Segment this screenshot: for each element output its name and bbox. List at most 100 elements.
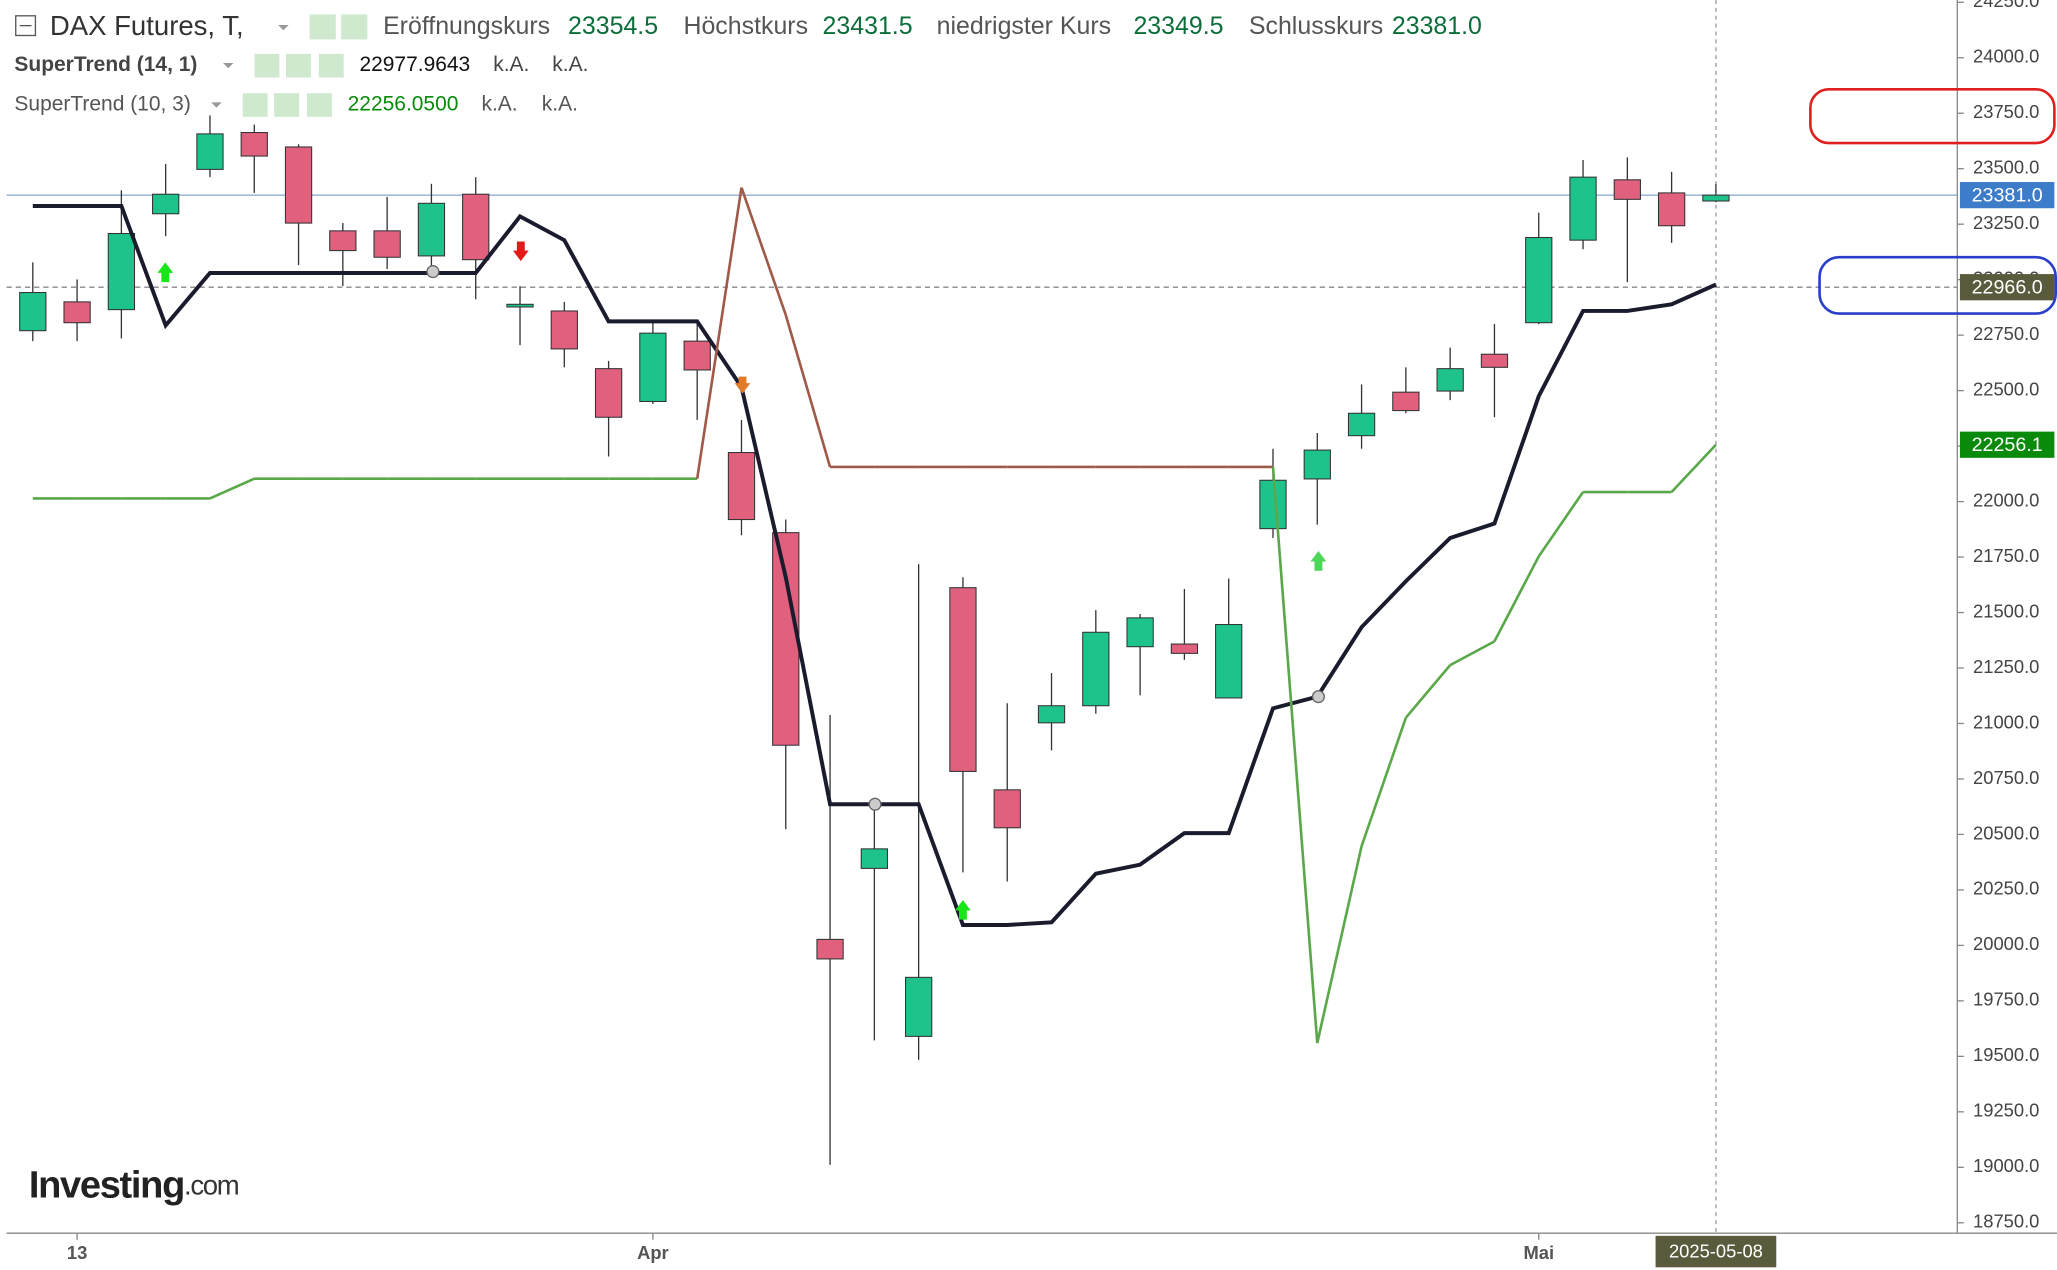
trend-dot (426, 265, 440, 279)
y-tick-label: 24000.0 (1973, 46, 2039, 67)
indicator-name: SuperTrend (14, 1) (14, 53, 197, 76)
y-tick-label: 21750.0 (1973, 545, 2039, 566)
candle-body (1613, 179, 1641, 200)
candle-body (1436, 368, 1464, 392)
candle-body (240, 132, 268, 157)
y-tick-label: 23250.0 (1973, 212, 2039, 233)
supertrend-segment (209, 477, 255, 500)
x-tick-label: Apr (637, 1242, 669, 1263)
close-icon[interactable] (318, 53, 344, 78)
candle-body (1259, 479, 1287, 530)
gear-icon[interactable] (274, 93, 300, 117)
supertrend-segment (1404, 664, 1452, 719)
candle-body (506, 303, 534, 308)
candle-body (1480, 353, 1509, 368)
candle-body (1525, 236, 1553, 324)
trend-dot (868, 797, 882, 811)
signals (157, 241, 1327, 920)
eye-icon[interactable] (242, 93, 268, 117)
sell-arrow (512, 241, 529, 262)
supertrend-segment (740, 187, 788, 316)
date-badge (1655, 1235, 1777, 1268)
candle-body (860, 848, 888, 869)
candle-body (373, 230, 401, 258)
watermark-brand: Investing (29, 1164, 184, 1206)
y-tick-label: 18750.0 (1973, 1211, 2039, 1232)
price-badge (1959, 431, 2055, 458)
supertrend-segment (784, 314, 832, 468)
candle-body (772, 532, 800, 746)
dropdown[interactable] (278, 24, 289, 31)
eye-icon[interactable] (254, 53, 280, 78)
supertrend-segment (695, 187, 743, 479)
candle-body (1303, 449, 1331, 480)
y-tick-label: 21000.0 (1973, 711, 2039, 732)
candle-body (417, 202, 446, 257)
gear-icon[interactable] (285, 53, 311, 78)
watermark: Investing.com (29, 1164, 239, 1206)
supertrend-segment (1360, 717, 1408, 847)
blue-annotation (1818, 255, 2057, 315)
candle-body (1082, 631, 1110, 707)
indicator-extra: k.A. (493, 53, 529, 76)
candle-body (284, 146, 313, 224)
y-tick-label: 21500.0 (1973, 600, 2039, 621)
supertrend-segment (1316, 845, 1363, 1044)
candle-body (683, 340, 711, 371)
dropdown[interactable] (211, 102, 222, 108)
indicator-name: SuperTrend (10, 3) (14, 93, 190, 116)
y-tick-label: 23750.0 (1973, 101, 2039, 122)
close-icon[interactable] (306, 93, 332, 117)
candle-body (196, 133, 224, 170)
sell-arrow (734, 376, 751, 394)
price-badge-label: 22256.1 (1972, 434, 2043, 456)
candle-body (949, 587, 977, 772)
y-tick-label: 24250.0 (1973, 0, 2039, 11)
price-badge (1959, 181, 2055, 209)
indicator-extra: k.A. (542, 93, 578, 116)
x-tick-label: 13 (67, 1242, 87, 1263)
field-label: Höchstkurs (683, 12, 808, 40)
price-badge (1959, 274, 2055, 301)
candle-body (1657, 192, 1686, 227)
candle-body (1702, 194, 1730, 202)
eye-icon[interactable] (309, 14, 336, 40)
collapse-icon[interactable] (15, 15, 37, 37)
field-value: 23349.5 (1133, 12, 1223, 40)
y-tick-label: 20500.0 (1973, 822, 2039, 843)
y-tick-label: 19000.0 (1973, 1155, 2039, 1176)
y-tick-label: 20000.0 (1973, 933, 2039, 954)
gear-icon[interactable] (341, 14, 368, 40)
indicator-value: 22256.0500 (348, 93, 459, 116)
plot: 18750.0 19000.0 19250.0 19500.0 19750.0 20000… (6, 0, 2055, 1268)
indicator-extra: k.A. (552, 53, 588, 76)
candle-body (993, 789, 1021, 829)
field-value: 23431.5 (823, 12, 913, 40)
red-annotation (1809, 87, 2056, 145)
price-badge-label: 23381.0 (1972, 185, 2043, 207)
legend: DAX Futures, T, Eröffnungskurs 23354.5 H… (14, 10, 1482, 117)
y-tick-label: 22750.0 (1973, 323, 2039, 344)
y-tick-label: 21250.0 (1973, 656, 2039, 677)
y-tick-label: 19750.0 (1973, 989, 2039, 1010)
x-tick-label: 2025-05-08 (1669, 1241, 1763, 1262)
candle-body (152, 193, 180, 215)
indicator-extra: k.A. (481, 93, 517, 116)
candle-body (19, 292, 47, 332)
price-badge-label: 22966.0 (1972, 277, 2043, 299)
candle-body (107, 232, 136, 311)
trend-dot (1311, 690, 1325, 704)
candle-body (594, 368, 623, 418)
supertrend-segment (1537, 491, 1585, 558)
candle-body (1037, 705, 1066, 724)
candle-body (550, 310, 578, 350)
candle-body (727, 452, 756, 521)
candle-body (816, 938, 844, 960)
dropdown[interactable] (223, 63, 234, 69)
supertrend-segment (1271, 466, 1319, 1044)
supertrend-segment (1670, 443, 1717, 493)
candle-body (639, 332, 667, 403)
